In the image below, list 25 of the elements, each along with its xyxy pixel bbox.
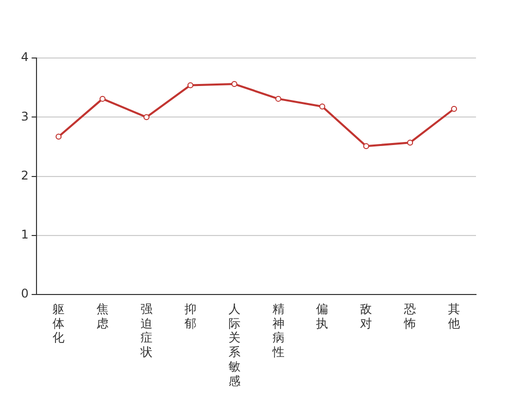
y-tick-label: 1: [20, 228, 29, 242]
x-tick-label: 恐怖: [403, 302, 416, 330]
y-tick-label: 0: [20, 286, 29, 301]
point: [363, 143, 370, 150]
point: [407, 140, 414, 146]
point: [451, 106, 458, 112]
y-tick-label: 2: [20, 168, 29, 182]
y-tick-label: 4: [20, 50, 29, 64]
point: [231, 81, 238, 88]
point: [275, 96, 282, 102]
point: [187, 82, 194, 88]
x-tick-label: 躯体化: [52, 302, 65, 345]
point: [100, 96, 106, 102]
point: [143, 114, 150, 120]
x-tick-label: 偏执: [316, 302, 328, 330]
x-tick-label: 抑郁: [184, 302, 196, 330]
point: [56, 134, 62, 140]
point: [319, 104, 326, 110]
x-tick-label: 强迫症状: [139, 302, 152, 360]
x-tick-label: 人际关系敏感: [228, 302, 240, 388]
x-tick-label: 焦虑: [96, 302, 109, 330]
y-tick-label: 3: [20, 109, 29, 124]
x-tick-label: 精神病性: [271, 302, 284, 360]
x-tick-label: 其他: [448, 302, 460, 330]
x-tick-label: 敌对: [360, 302, 372, 330]
